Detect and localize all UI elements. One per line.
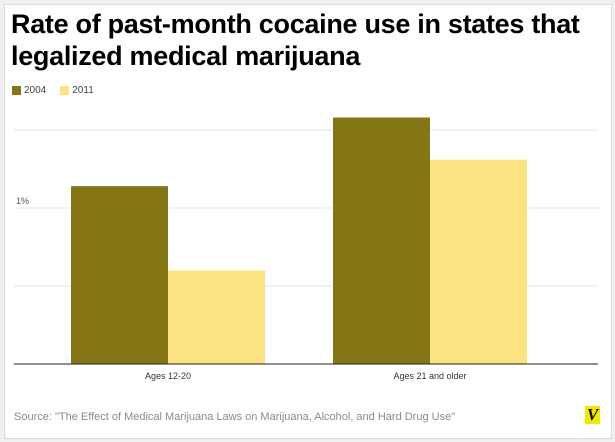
legend-item-2011: 2011	[60, 85, 94, 96]
legend-item-2004: 2004	[12, 85, 46, 96]
y-tick-label: 1%	[16, 196, 29, 206]
vox-logo-icon: V	[585, 405, 600, 424]
source-note: Source: "The Effect of Medical Marijuana…	[14, 411, 456, 423]
legend-label-2011: 2011	[72, 85, 94, 96]
chart-title: Rate of past-month cocaine use in states…	[11, 9, 580, 71]
x-tick-label: Ages 21 and older	[393, 371, 466, 381]
legend-swatch-2011	[60, 86, 70, 95]
legend-label-2004: 2004	[24, 85, 47, 96]
x-tick-label: Ages 12-20	[145, 371, 191, 381]
legend-swatch-2004	[12, 86, 21, 95]
bar-2011-1	[430, 159, 527, 364]
bar-2011-0	[168, 270, 265, 364]
bar-2004-0	[71, 186, 168, 364]
legend: 2004 2011	[12, 85, 108, 96]
bar-2004-1	[333, 117, 430, 365]
